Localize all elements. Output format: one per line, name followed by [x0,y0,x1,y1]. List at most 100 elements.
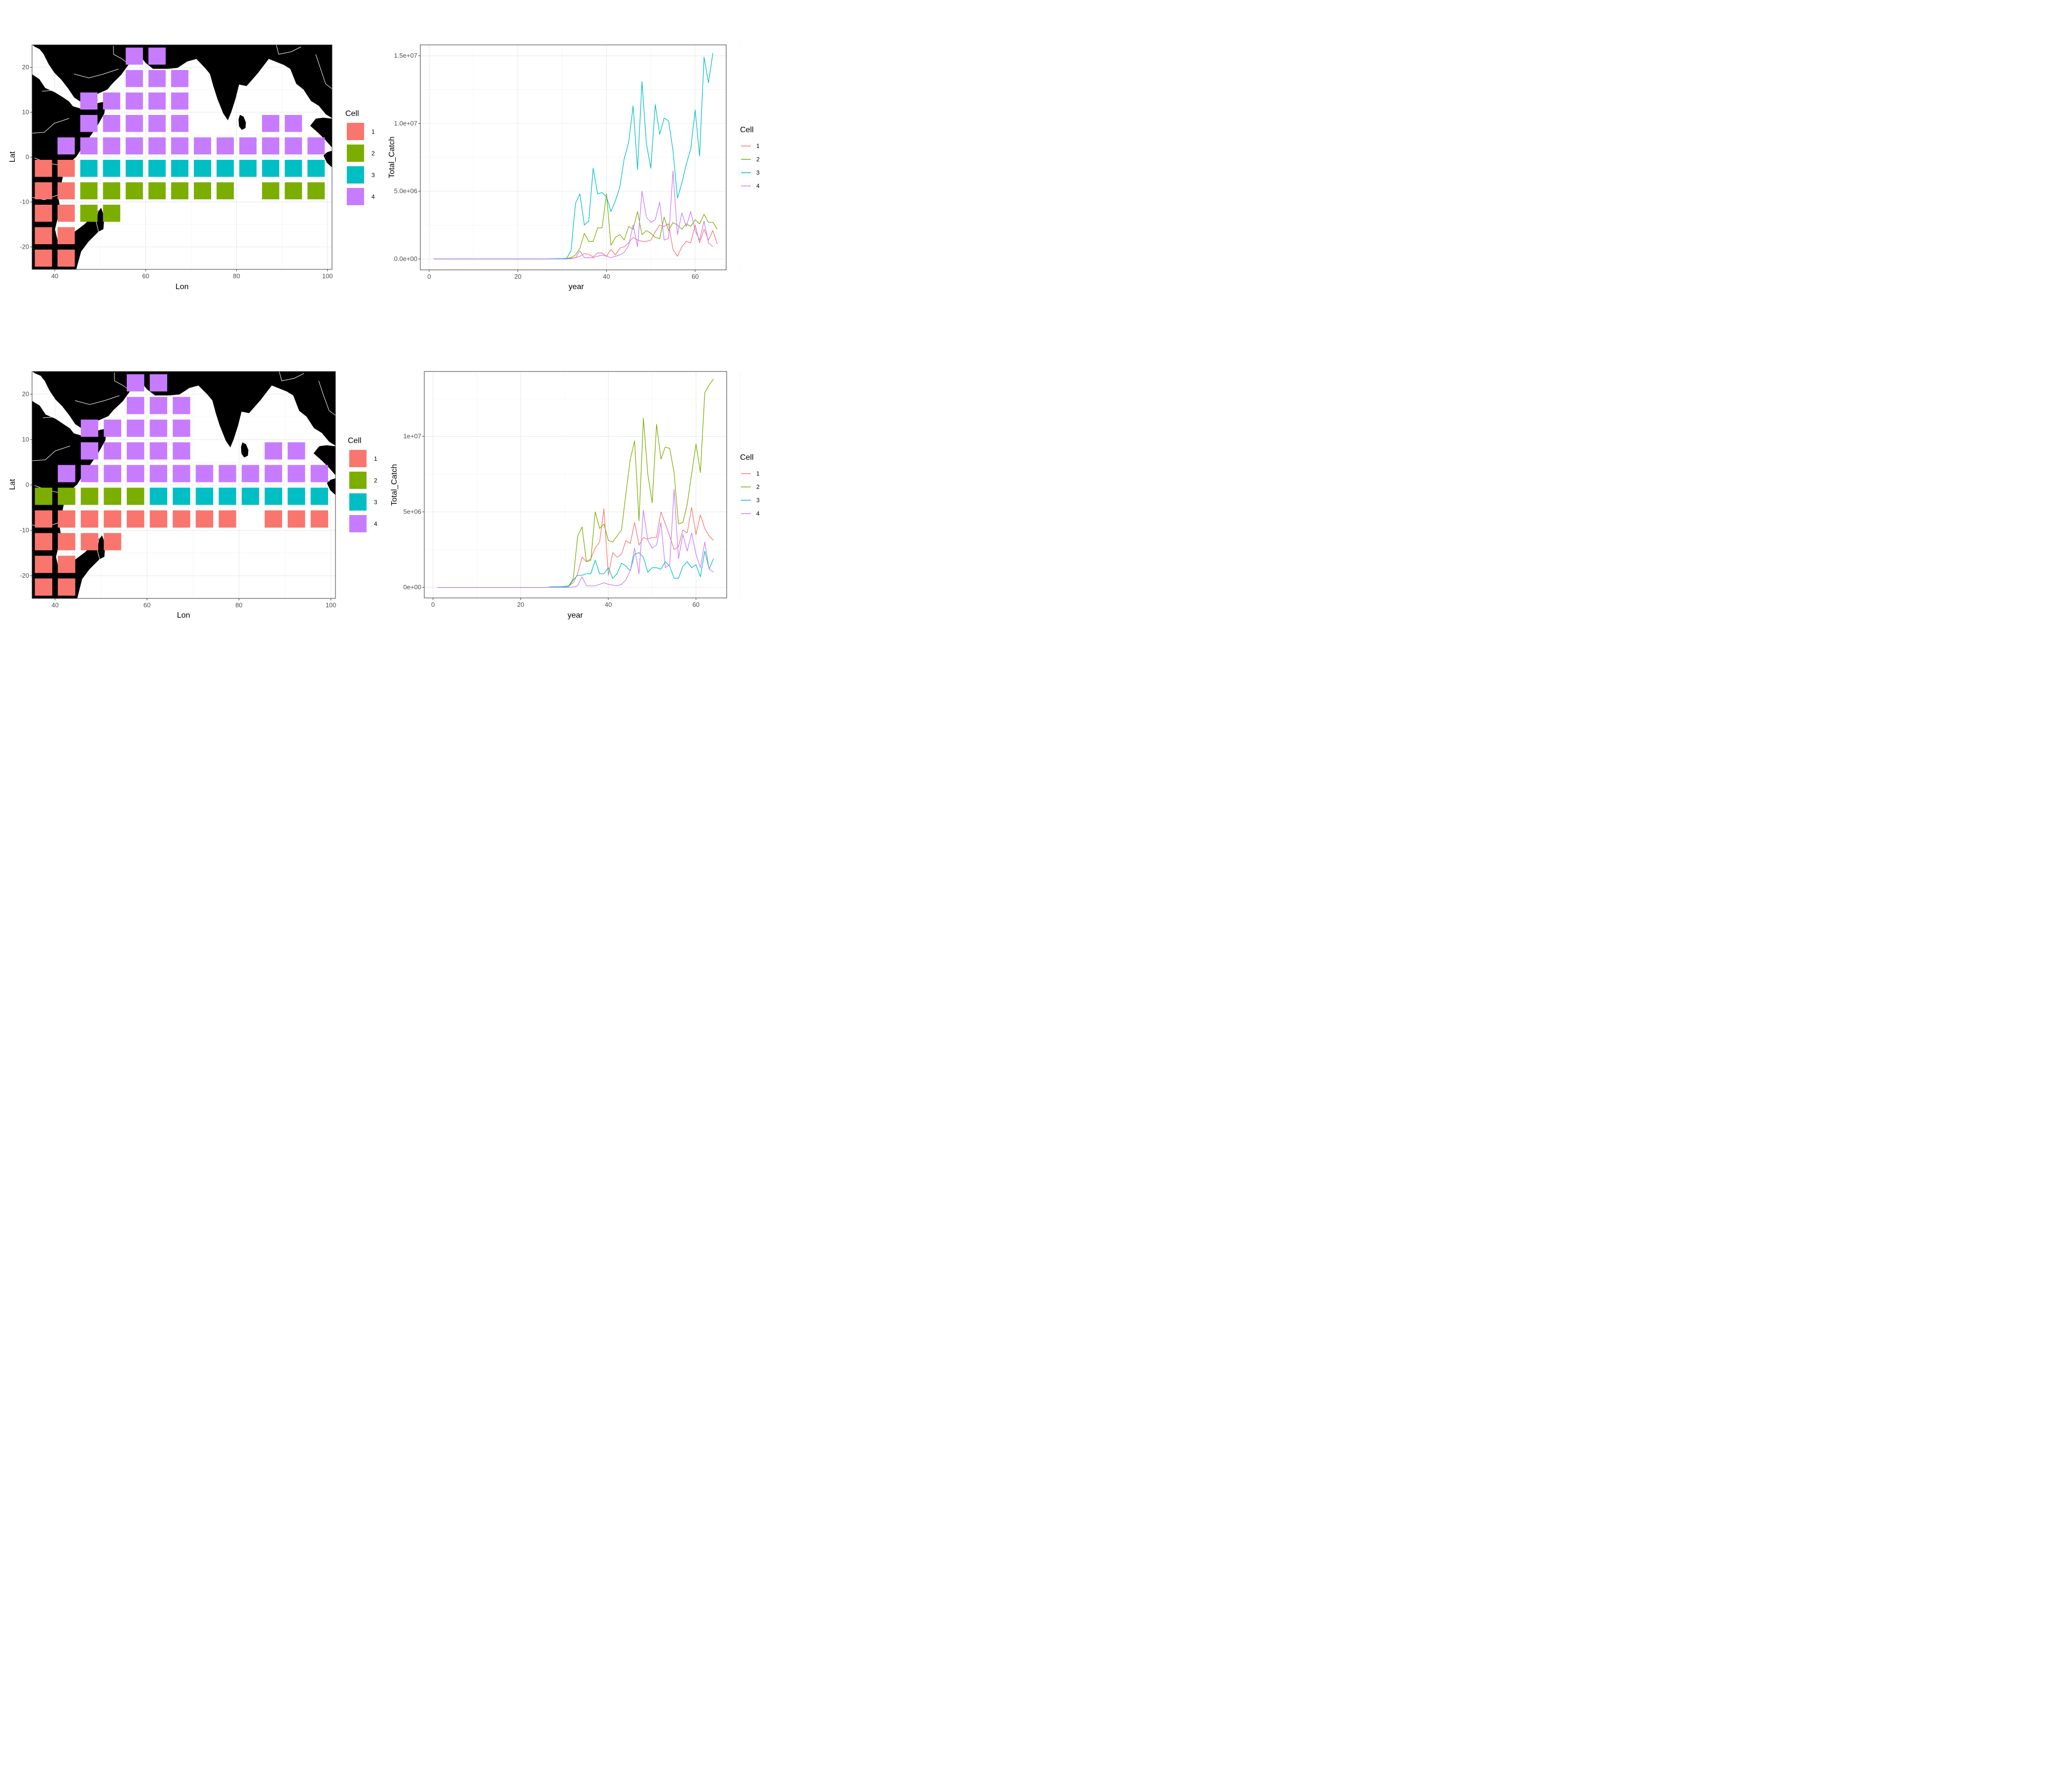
legend-label: 4 [374,520,377,527]
x-tick-label: 40 [51,601,58,609]
cell-tile-4 [126,465,145,482]
x-tick-label: 40 [603,273,610,280]
legend-title: Cell [740,453,754,462]
cell-tile-4 [307,137,325,155]
cell-tile-3 [288,487,305,505]
cell-tile-4 [288,465,305,482]
y-axis-label: Total_Catch [388,137,396,179]
series-lines [434,53,718,259]
border-line [276,45,301,55]
cell-tile-4 [104,465,121,482]
x-axis-label: Lon [177,611,190,620]
cell-tile-4 [126,442,145,460]
cell-tile-3 [171,159,188,177]
cell-tile-4 [58,465,75,482]
cell-tile-4 [310,465,329,482]
cell-tile-2 [171,182,188,200]
cell-tile-4 [103,114,120,132]
cell-tile-1 [35,159,52,177]
cell-tile-4 [195,465,214,482]
cell-tile-3 [241,487,259,505]
cell-tile-4 [80,419,99,437]
x-tick-label: 60 [142,272,149,280]
y-axis-label: Lat [8,151,17,162]
cell-tile-1 [35,204,52,222]
cell-tile-2 [285,182,302,200]
sri-lanka-land [240,442,249,458]
x-tick-label: 40 [605,601,612,608]
series-line-4 [434,170,713,259]
cell-tile-1 [58,533,75,551]
cell-tile-4 [125,47,143,65]
cell-tile-4 [80,137,98,155]
series-lines [437,378,714,588]
cell-tile-1 [35,227,52,245]
legend-label: 2 [371,150,375,157]
cell-tile-3 [307,159,325,177]
border-line [32,118,70,134]
y-tick-label: 0 [26,481,29,488]
cell-tile-4 [171,92,188,110]
cell-tile-4 [126,419,145,437]
cell-tile-4 [57,137,75,155]
cell-tile-2 [125,182,143,200]
cell-tile-2 [148,182,166,200]
y-tick-label: 1e+07 [403,433,421,440]
series-line-4 [437,489,714,588]
line-panel-background [424,371,727,598]
cell-tile-2 [126,487,145,505]
y-tick-label: 20 [22,64,29,71]
cell-tile-4 [171,70,188,87]
cell-tile-1 [35,182,52,200]
cell-tile-3 [285,159,302,177]
cell-tile-1 [57,159,75,177]
cell-tile-2 [80,182,98,200]
cell-tile-2 [307,182,325,200]
cell-tile-1 [35,578,52,596]
legend-label: 4 [756,510,760,517]
cell-tile-2 [103,204,120,222]
cell-tile-1 [219,510,236,528]
cell-tile-3 [310,487,329,505]
cell-tile-4 [173,419,190,437]
cell-tiles [35,374,329,596]
y-tick-label: -20 [20,243,29,251]
cell-tile-3 [264,487,282,505]
cell-tile-1 [58,555,75,573]
cell-tiles [35,47,325,267]
cell-tile-1 [149,510,167,528]
legend-label: 3 [371,172,375,179]
cell-tile-1 [35,555,52,573]
cell-tile-1 [264,510,282,528]
border-line [113,46,130,65]
legend-key-4 [347,188,364,205]
y-tick-label: -10 [20,198,29,206]
border-line [74,395,120,405]
cell-tile-3 [80,159,98,177]
x-tick-label: 100 [322,272,333,280]
cell-tile-4 [262,114,280,132]
border-line [315,54,332,89]
legend-label: 2 [756,483,760,490]
cell-tile-3 [195,487,214,505]
cell-tile-4 [125,92,143,110]
y-tick-label: 5e+06 [403,508,421,516]
line-axis-ticks: 0 20 40 60 0e+00 5e+06 1e+07 [403,433,700,608]
cell-tile-4 [241,465,259,482]
x-tick-label: 20 [517,601,524,608]
x-tick-label: 60 [693,601,700,608]
cell-tile-1 [80,533,99,551]
legend-label: 1 [756,143,760,149]
cell-tile-4 [173,397,190,414]
border-line [41,89,74,98]
y-tick-label: 0.0e+00 [394,255,417,262]
y-tick-label: 0e+00 [403,584,421,591]
x-tick-label: 0 [431,601,435,608]
border-line [32,445,71,461]
cell-tile-1 [35,510,52,528]
cell-tile-4 [288,442,305,460]
y-tick-label: 1.0e+07 [394,119,417,127]
arabian-peninsula-land [32,45,332,122]
